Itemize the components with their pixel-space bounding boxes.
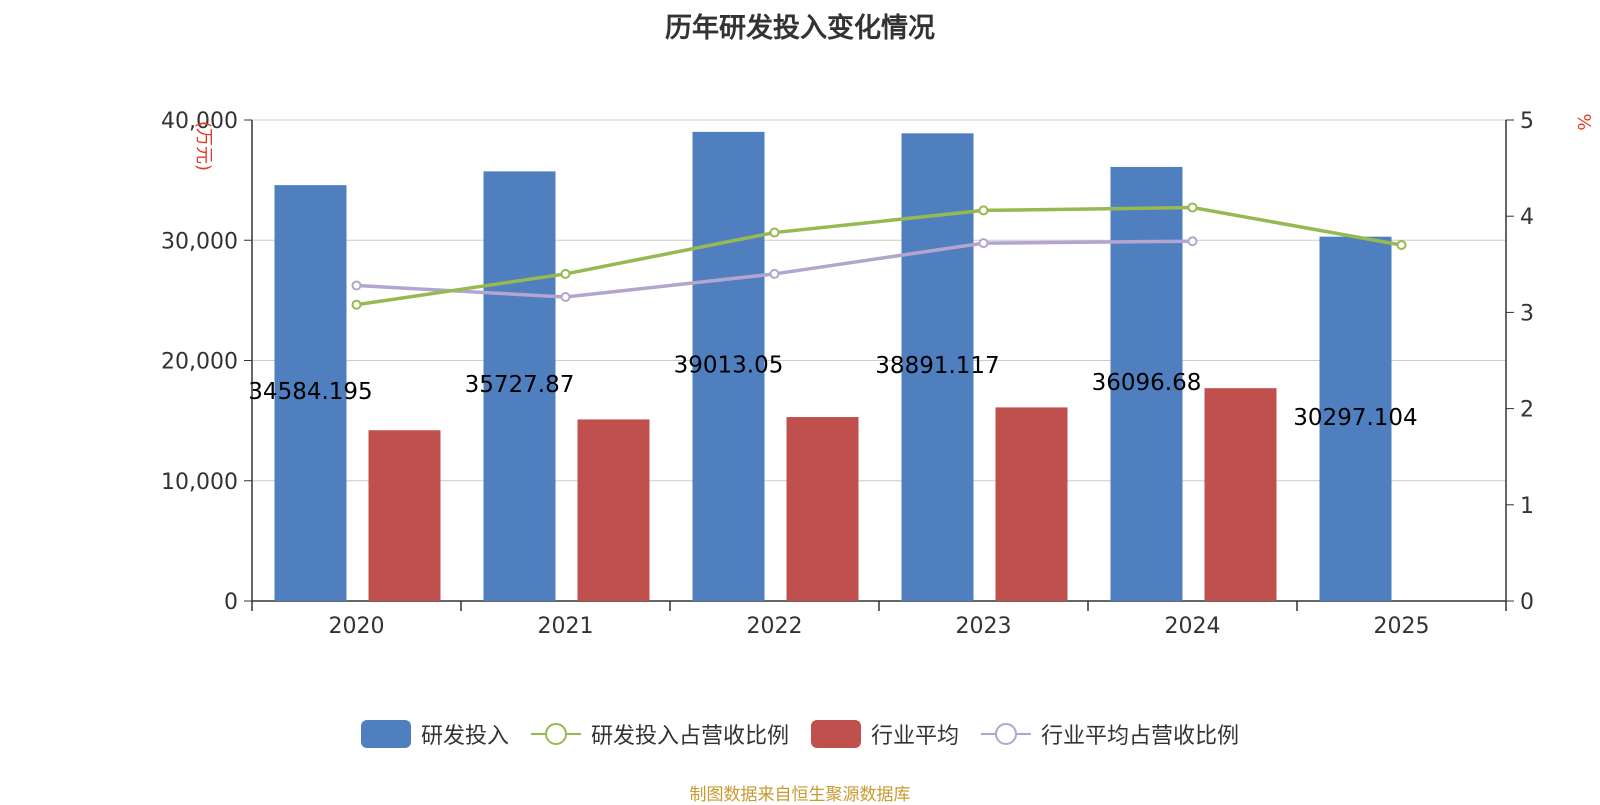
y-right-tick-label: 1 (1520, 494, 1534, 519)
line-rd-ratio (356, 205, 1402, 307)
x-tick-label: 2022 (747, 614, 803, 639)
legend-item-rd-ratio[interactable]: 研发投入占营收比例 (530, 718, 789, 750)
chart-title: 历年研发投入变化情况 (665, 13, 935, 44)
x-tick-label: 2025 (1374, 614, 1430, 639)
data-source-note: 制图数据来自恒生聚源数据库 (689, 785, 911, 805)
bar-industry-2020 (368, 430, 441, 601)
point-industry-ratio-2020 (351, 280, 362, 291)
y-left-tick-label: 40,000 (161, 109, 238, 134)
point-rd-ratio-2020 (351, 299, 362, 310)
data-label-rd-2020: 34584.195 (248, 379, 372, 405)
data-label-rd-2025: 30297.104 (1293, 405, 1417, 431)
bar-industry-2023 (995, 407, 1068, 601)
bar-rd-2025 (1319, 236, 1392, 602)
y-right-tick-label: 4 (1520, 205, 1534, 230)
y-left-unit: (万元) (193, 121, 214, 171)
y-right-tick-label: 2 (1520, 398, 1534, 423)
data-label-rd-2023: 38891.117 (875, 353, 999, 379)
y-left-tick-label: 0 (224, 590, 238, 615)
y-right-tick-label: 3 (1520, 301, 1534, 326)
data-label-rd-2021: 35727.87 (465, 372, 575, 398)
legend-label-industry: 行业平均 (871, 724, 960, 749)
point-industry-ratio-2024 (1187, 236, 1198, 247)
y-right-tick-label: 0 (1520, 590, 1534, 615)
point-rd-ratio-2025 (1396, 240, 1407, 251)
y-left-tick-label: 10,000 (161, 470, 238, 495)
bar-industry-2022 (786, 417, 859, 601)
y-left-tick-label: 30,000 (161, 229, 238, 254)
point-rd-ratio-2021 (560, 268, 571, 279)
point-industry-ratio-2023 (978, 238, 989, 249)
point-industry-ratio-2021 (560, 292, 571, 303)
legend-item-industry-ratio[interactable]: 行业平均占营收比例 (981, 718, 1239, 750)
x-tick-label: 2021 (538, 614, 594, 639)
legend-label-rd-ratio: 研发投入占营收比例 (590, 724, 789, 749)
x-tick-label: 2024 (1165, 614, 1221, 639)
legend-swatch-rd-ratio (530, 723, 581, 745)
y-left-tick-label: 20,000 (161, 350, 238, 375)
legend-label-rd: 研发投入 (420, 724, 509, 749)
legend-item-rd[interactable]: 研发投入 (360, 718, 509, 750)
bar-rd-2020 (274, 185, 347, 601)
legend-item-industry[interactable]: 行业平均 (811, 718, 959, 750)
point-industry-ratio-2022 (769, 268, 780, 279)
legend-swatch-industry-ratio (981, 723, 1032, 745)
point-rd-ratio-2024 (1187, 202, 1198, 213)
bar-rd-2021 (483, 171, 556, 601)
legend-swatch-industry (811, 720, 861, 748)
chart-legend: 研发投入 研发投入占营收比例 行业平均 行业平均占营收比例 (0, 718, 1600, 750)
point-rd-ratio-2022 (769, 227, 780, 238)
y-right-unit: % (1573, 113, 1594, 130)
x-tick-label: 2023 (956, 614, 1012, 639)
point-rd-ratio-2023 (978, 205, 989, 216)
bar-industry-2024 (1204, 388, 1277, 601)
bar-industry-2021 (577, 419, 650, 601)
x-tick-label: 2020 (329, 614, 385, 639)
data-label-rd-2024: 36096.68 (1092, 370, 1202, 396)
legend-swatch-rd (360, 720, 411, 748)
data-label-rd-2022: 39013.05 (674, 352, 784, 378)
bar-rd-2024 (1110, 166, 1183, 601)
legend-label-industry-ratio: 行业平均占营收比例 (1041, 724, 1240, 749)
y-right-tick-label: 5 (1520, 109, 1534, 134)
bar-rd-2022 (692, 131, 765, 601)
